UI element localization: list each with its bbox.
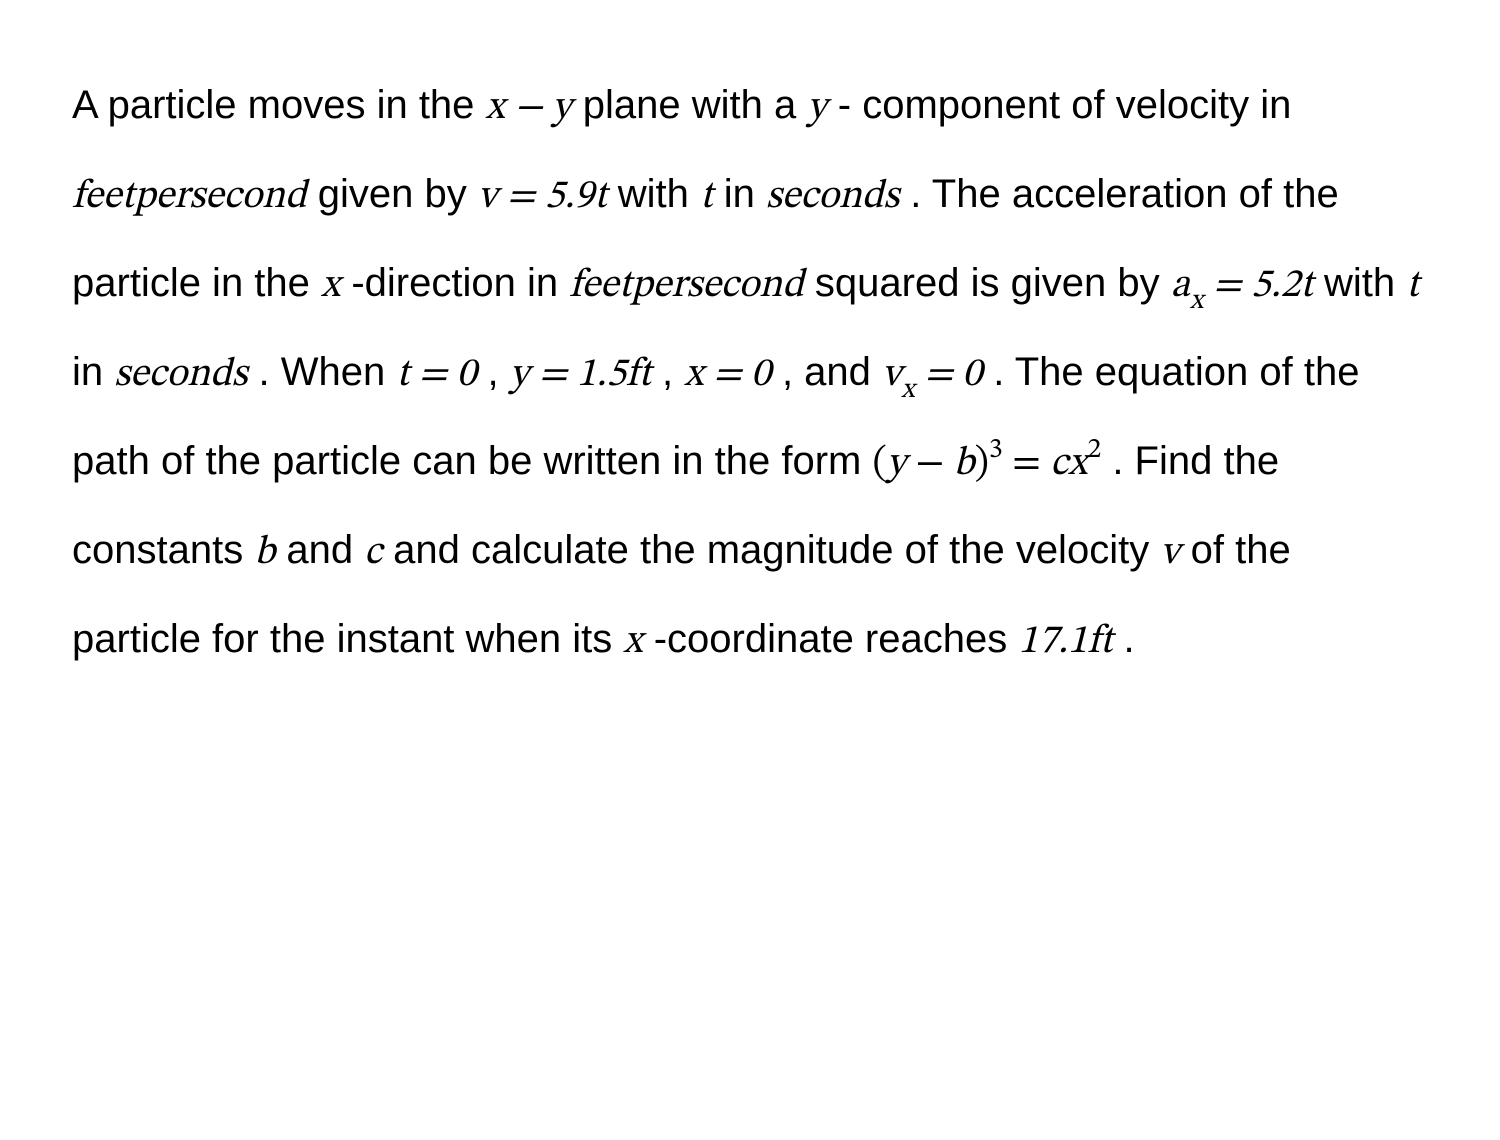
math-expr: feetpersecond xyxy=(72,177,307,217)
text-segment: . xyxy=(247,350,280,394)
text-segment: . The acceleration of xyxy=(899,172,1283,216)
math-expr: x − y xyxy=(486,88,572,128)
text-segment: . Find the xyxy=(1101,439,1279,483)
text-segment: written in the form xyxy=(543,439,872,483)
math-expr: ax = 5.2t xyxy=(1171,266,1313,306)
text-segment: and calculate the magnitude of xyxy=(382,528,949,572)
text-segment: with xyxy=(607,172,700,216)
math-expr: seconds xyxy=(766,177,899,217)
text-segment: -direction in xyxy=(340,261,569,305)
text-segment: and xyxy=(275,528,364,572)
text-segment: - xyxy=(827,83,851,127)
math-expr: feetpersecond xyxy=(569,266,804,306)
math-expr: t xyxy=(1406,266,1419,306)
text-segment: its xyxy=(572,617,623,661)
problem-paragraph: A particle moves in the x − y plane with… xyxy=(72,62,1428,685)
text-segment: in xyxy=(72,350,114,394)
math-expr: x = 0 xyxy=(684,355,771,395)
text-segment: the velocity xyxy=(949,528,1160,572)
text-segment: A particle moves in the xyxy=(72,83,486,127)
text-segment: -coordinate reaches xyxy=(643,617,1019,661)
text-segment: squared is given by xyxy=(815,261,1171,305)
text-segment: in xyxy=(713,172,766,216)
text-segment: , xyxy=(651,350,684,394)
text-segment: constants xyxy=(72,528,254,572)
math-expr: y xyxy=(807,88,826,128)
math-expr: 17.1ft xyxy=(1018,622,1112,662)
text-segment: , xyxy=(476,350,509,394)
math-expr: t = 0 xyxy=(396,355,476,395)
text-segment: component of velocity in xyxy=(862,83,1291,127)
math-expr: x xyxy=(623,622,642,662)
math-expr: v = 5.9t xyxy=(478,177,607,217)
math-expr: vx = 0 xyxy=(882,355,982,395)
text-segment: . xyxy=(982,350,1015,394)
text-segment: given by xyxy=(307,172,478,216)
math-expr: v xyxy=(1160,533,1179,573)
text-segment: plane with a xyxy=(572,83,808,127)
text-segment: , and xyxy=(771,350,882,394)
math-expr: t xyxy=(700,177,713,217)
text-segment: . xyxy=(1112,617,1134,661)
math-expr: c xyxy=(364,533,382,573)
math-expr: seconds xyxy=(114,355,247,395)
math-expr: b xyxy=(254,533,275,573)
math-expr: y = 1.5ft xyxy=(510,355,651,395)
text-segment: When xyxy=(281,350,397,394)
text-segment: with xyxy=(1313,261,1406,305)
math-expr: (y − b)3 = cx2 xyxy=(872,444,1101,484)
math-expr: x xyxy=(321,266,340,306)
